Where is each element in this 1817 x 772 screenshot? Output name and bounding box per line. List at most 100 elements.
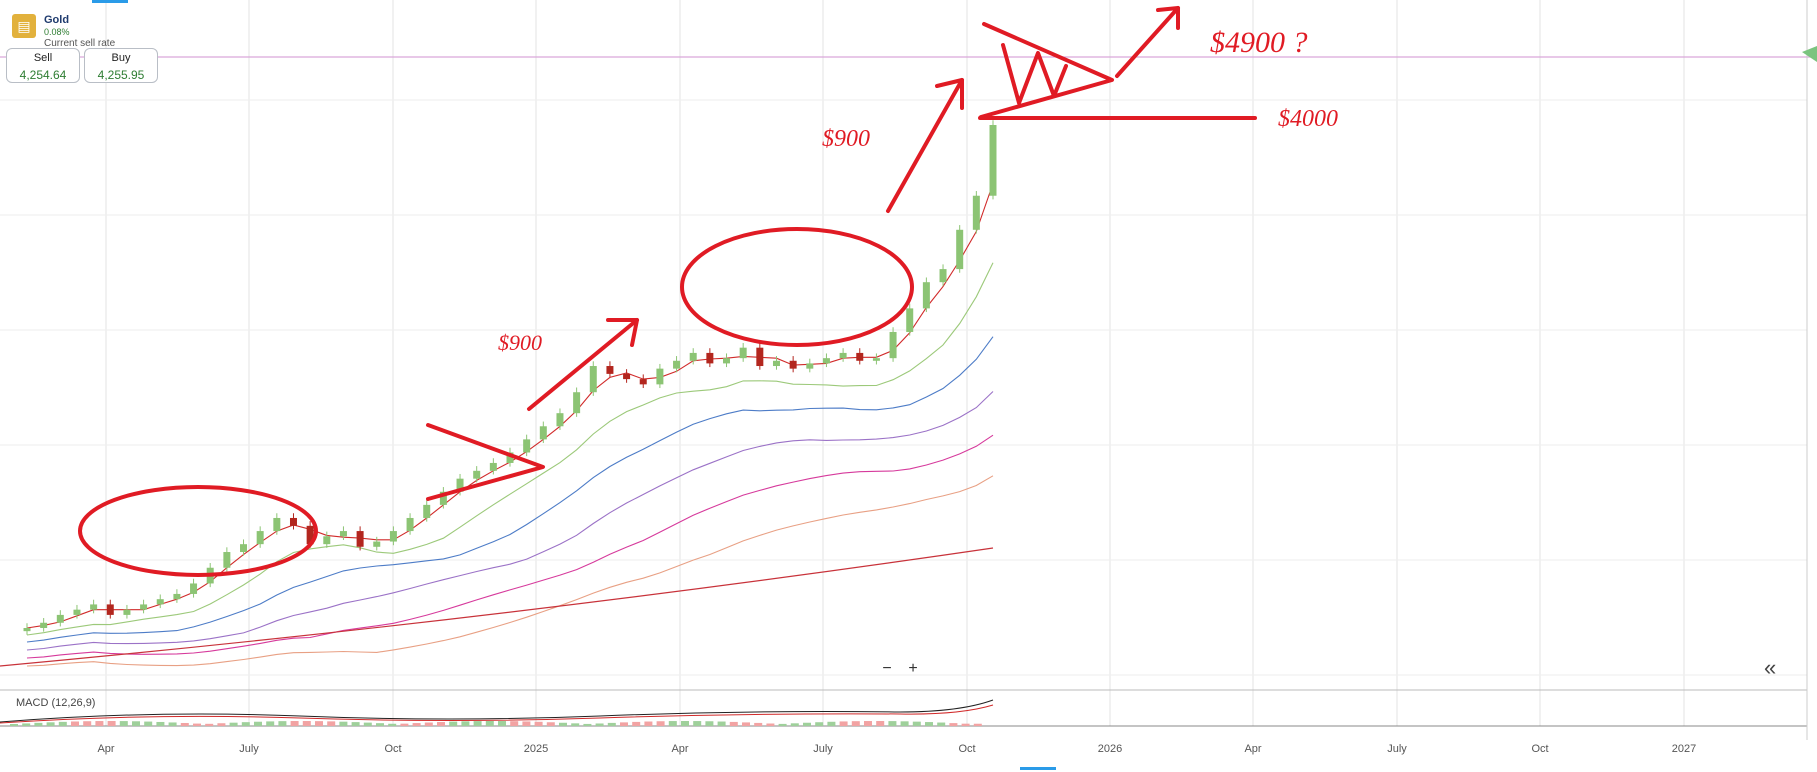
candle-body bbox=[439, 491, 447, 505]
sell-label: Sell bbox=[33, 52, 53, 64]
candle-body bbox=[639, 379, 647, 385]
macd-histogram-bar bbox=[22, 723, 31, 726]
pennant-zigzag bbox=[1001, 43, 1068, 105]
zoom-out-button[interactable]: − bbox=[882, 660, 892, 677]
hand-drawn-annotations bbox=[78, 6, 1817, 577]
macd-histogram-bar bbox=[473, 721, 482, 726]
macd-histogram-bar bbox=[790, 723, 799, 726]
macd-histogram-bar bbox=[449, 721, 458, 726]
macd-histogram-bar bbox=[668, 721, 677, 726]
macd-histogram-bar bbox=[46, 722, 55, 726]
macd-histogram-bar bbox=[205, 723, 214, 726]
macd-histogram-bar bbox=[534, 721, 543, 726]
macd-histogram-bar bbox=[815, 722, 824, 726]
macd-histogram-bar bbox=[34, 722, 43, 726]
candle-body bbox=[589, 366, 597, 393]
candle-body bbox=[723, 358, 731, 364]
macd-histogram-bar bbox=[571, 723, 580, 726]
candle-body bbox=[623, 373, 631, 380]
candle-body bbox=[240, 544, 248, 553]
macd-histogram-bar bbox=[778, 723, 787, 726]
macd-histogram-bar bbox=[925, 722, 933, 726]
macd-histogram-bar bbox=[522, 721, 531, 726]
candle-body bbox=[673, 360, 681, 369]
collapse-panel-button[interactable]: « bbox=[1764, 655, 1777, 680]
macd-histogram-bar bbox=[485, 721, 494, 726]
macd-histogram-bar bbox=[95, 721, 104, 726]
candle-body bbox=[772, 360, 780, 367]
top-scroll-marker bbox=[92, 0, 128, 3]
moving-averages bbox=[0, 183, 994, 667]
macd-signal-line bbox=[0, 704, 994, 724]
annotation-move-2: $900 bbox=[822, 126, 870, 152]
candle-body bbox=[822, 358, 830, 364]
macd-histogram-bar bbox=[388, 723, 397, 726]
macd-histogram-bar bbox=[876, 721, 885, 726]
highlight-ellipse bbox=[680, 227, 914, 347]
macd-histogram-bar bbox=[180, 722, 189, 726]
chart-grid bbox=[0, 0, 1807, 726]
x-axis-label: Apr bbox=[671, 743, 688, 755]
macd-histogram-bar bbox=[400, 723, 409, 726]
macd-histogram-bar bbox=[144, 721, 153, 726]
x-axis-label: Oct bbox=[384, 743, 401, 755]
macd-histogram-bar bbox=[949, 723, 958, 726]
x-axis-label: Oct bbox=[958, 743, 975, 755]
macd-histogram-bar bbox=[10, 724, 18, 726]
macd-histogram-bar bbox=[315, 721, 323, 726]
macd-histogram-bar bbox=[559, 722, 567, 726]
candle-body bbox=[273, 517, 281, 532]
candle-body bbox=[706, 352, 714, 364]
candle-body bbox=[56, 614, 64, 623]
moving-average-line bbox=[26, 336, 994, 643]
moving-average-line bbox=[26, 475, 994, 667]
macd-histogram-bar bbox=[302, 721, 311, 726]
macd-histogram-bar bbox=[168, 722, 177, 726]
macd-histogram-bar bbox=[437, 722, 445, 726]
candle-body bbox=[289, 517, 297, 526]
macd-histogram-bar bbox=[681, 721, 689, 726]
macd-histogram-bar bbox=[937, 722, 946, 726]
macd-histogram-bar bbox=[729, 721, 738, 726]
pennant-pattern bbox=[979, 22, 1114, 119]
macd-histogram-bar bbox=[83, 721, 92, 726]
candle-body bbox=[456, 478, 464, 492]
sell-button[interactable]: Sell 4,254.64 bbox=[6, 48, 80, 83]
zoom-in-button[interactable]: + bbox=[908, 660, 918, 677]
macd-histogram-bar bbox=[705, 721, 714, 726]
sell-value: 4,254.64 bbox=[19, 68, 67, 82]
candle-body bbox=[523, 439, 531, 453]
macd-line bbox=[0, 699, 994, 723]
macd-histogram-bar bbox=[339, 721, 348, 726]
macd-histogram-bar bbox=[595, 723, 604, 726]
macd-histogram-bar bbox=[327, 721, 336, 726]
candle-body bbox=[906, 308, 914, 332]
macd-histogram-bar bbox=[607, 722, 616, 726]
candle-body bbox=[473, 470, 481, 479]
x-axis-label: Oct bbox=[1531, 743, 1548, 755]
candle-body bbox=[123, 609, 131, 615]
candle-body bbox=[839, 352, 847, 359]
candle-body bbox=[223, 552, 231, 568]
macd-histogram-bar bbox=[132, 721, 140, 726]
x-axis-label: Apr bbox=[1244, 743, 1261, 755]
macd-histogram-bar bbox=[864, 721, 872, 726]
highlight-ellipse bbox=[78, 485, 318, 577]
macd-histogram-bar bbox=[754, 722, 763, 726]
macd-histogram-bar bbox=[961, 723, 970, 726]
candle-body bbox=[756, 347, 764, 367]
candle-body bbox=[356, 531, 364, 547]
macd-histogram-bar bbox=[803, 722, 811, 726]
macd-histogram-bar bbox=[693, 721, 702, 726]
candle-body bbox=[806, 363, 814, 369]
moving-average-line bbox=[26, 391, 994, 651]
annotation-support: $4000 bbox=[1278, 106, 1338, 132]
macd-histogram-bar bbox=[766, 723, 775, 726]
macd-histogram-bar bbox=[742, 722, 750, 726]
buy-button[interactable]: Buy 4,255.95 bbox=[84, 48, 158, 83]
candle-body bbox=[373, 541, 381, 547]
macd-histogram-bar bbox=[461, 721, 470, 726]
x-axis-label: 2025 bbox=[524, 743, 548, 755]
candle-body bbox=[889, 331, 897, 359]
